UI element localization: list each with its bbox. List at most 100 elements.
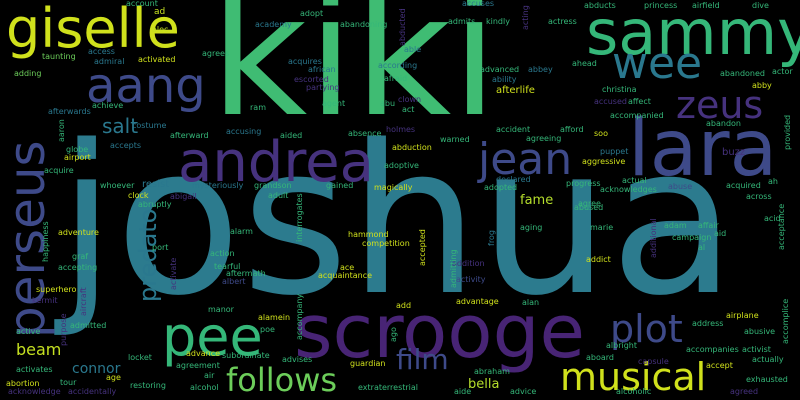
word-scrooge: scrooge: [294, 289, 586, 375]
word-dive: dive: [752, 1, 769, 10]
word-academy: academy: [255, 20, 292, 29]
word-aggressive: aggressive: [582, 157, 626, 166]
word-zeus: zeus: [676, 83, 764, 127]
word-adopted: adopted: [484, 183, 518, 192]
word-adopt: adopt: [300, 9, 324, 18]
word-grandson: grandson: [254, 181, 292, 190]
word-princess: princess: [644, 1, 678, 10]
word-admitted: admitted: [70, 321, 107, 330]
word-sammy: sammy: [586, 0, 800, 69]
word-accuses: accuses: [462, 0, 495, 8]
word-activity: activity: [456, 275, 486, 284]
word-film: film: [396, 343, 449, 376]
word-alamein: alamein: [258, 313, 291, 322]
word-acquired: acquired: [726, 181, 761, 190]
word-resist: resist: [142, 179, 170, 190]
word-aide: aide: [454, 387, 472, 396]
word-plot: plot: [610, 307, 683, 351]
word-progress: progress: [566, 179, 601, 188]
word-poe: poe: [260, 325, 275, 334]
word-albert: albert: [222, 277, 246, 286]
word-ahead: ahead: [572, 59, 597, 68]
word-add: add: [396, 301, 412, 310]
word-salt: salt: [102, 114, 139, 138]
word-abandoning: abandoning: [340, 20, 388, 29]
word-ram: ram: [250, 103, 266, 112]
word-competition: competition: [362, 239, 410, 248]
word-costume: costume: [132, 121, 167, 130]
word-interrogates: interrogates: [295, 193, 304, 242]
word-aang: aang: [86, 58, 206, 114]
word-activated: activated: [138, 55, 176, 64]
word-affect: affect: [628, 97, 651, 106]
word-advice: advice: [510, 387, 537, 396]
word-advance: advance: [186, 349, 221, 358]
word-tour: tour: [60, 378, 77, 387]
word-guardian: guardian: [350, 359, 386, 368]
word-accompany: accompany: [295, 293, 304, 340]
word-provided: provided: [783, 114, 792, 150]
word-fame: fame: [520, 193, 554, 208]
word-kermit: kermit: [32, 296, 58, 305]
word-holmes: holmes: [386, 125, 416, 134]
word-age: age: [106, 373, 121, 382]
word-actor: actor: [772, 67, 793, 76]
word-action: action: [210, 249, 235, 258]
word-acknowledge: acknowledge: [8, 387, 61, 396]
word-accomplice: accomplice: [781, 298, 790, 344]
word-adventure: adventure: [58, 228, 99, 237]
word-accusing: accusing: [226, 127, 262, 136]
word-actress: actress: [548, 17, 577, 26]
word-additional: additional: [649, 218, 658, 258]
word-buzz: buzz: [722, 147, 746, 158]
word-aging: aging: [520, 223, 543, 232]
word-abortion: abortion: [6, 379, 40, 388]
word-hammond: hammond: [348, 230, 389, 239]
word-globe: globe: [66, 145, 89, 154]
word-giselle: giselle: [6, 0, 180, 60]
word-afterwards: afterwards: [48, 107, 91, 116]
word-adoptive: adoptive: [384, 161, 419, 170]
word-agreed: agreed: [730, 387, 759, 396]
word-active: active: [16, 327, 41, 336]
word-advises: advises: [282, 355, 313, 364]
word-abandon: abandon: [706, 119, 741, 128]
word-accompanies: accompanies: [686, 345, 739, 354]
word-abruptly: abruptly: [138, 200, 172, 209]
word-acknowledges: acknowledges: [600, 185, 657, 194]
word-mysteriously: mysteriously: [192, 181, 244, 190]
word-abusive: abusive: [744, 327, 776, 336]
word-abu: abu: [380, 99, 396, 108]
word-acquire: acquire: [44, 166, 74, 175]
word-ability: ability: [492, 75, 517, 84]
word-follows: follows: [226, 361, 338, 399]
word-declared: declared: [496, 175, 531, 184]
word-abbey: abbey: [528, 65, 553, 74]
word-alan: alan: [522, 298, 540, 307]
word-abducted: abducted: [398, 8, 407, 46]
word-admits: admits: [448, 17, 476, 26]
word-according: according: [378, 61, 418, 70]
word-achieve: achieve: [92, 101, 124, 110]
word-account: account: [126, 0, 158, 8]
word-marie: marie: [590, 223, 614, 232]
word-airport: airport: [64, 153, 91, 162]
word-aided: aided: [280, 131, 303, 140]
word-ago: ago: [389, 327, 398, 342]
word-accepting: accepting: [58, 263, 98, 272]
word-port: port: [152, 243, 169, 252]
word-agree: agree: [578, 199, 601, 208]
word-musical: musical: [560, 355, 707, 399]
word-acceptance: acceptance: [777, 203, 786, 250]
word-soo: soo: [594, 129, 608, 138]
word-abused: abused: [574, 203, 604, 212]
word-actually: actually: [752, 355, 784, 364]
word-african: african: [308, 65, 336, 74]
word-ad: ad: [154, 7, 166, 17]
word-christina: christina: [602, 85, 637, 94]
word-admitting: admitting: [449, 249, 458, 288]
word-afterlife: afterlife: [496, 85, 535, 96]
word-absence: absence: [348, 129, 382, 138]
word-agrees: agrees: [202, 49, 230, 58]
